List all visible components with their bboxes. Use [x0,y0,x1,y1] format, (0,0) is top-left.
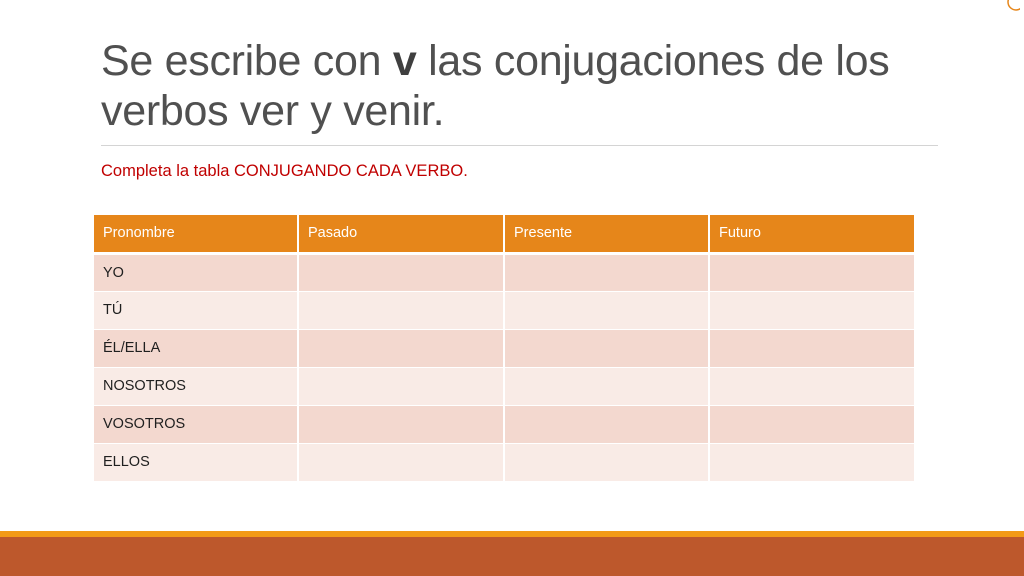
title-text-end: las conjugaciones de los verbos ver y ve… [101,37,890,135]
futuro-cell [708,329,916,368]
pasado-cell [297,291,505,330]
table-row: VOSOTROS [92,405,916,444]
table-row: TÚ [92,291,916,330]
header-futuro: Futuro [708,215,916,255]
futuro-cell [708,291,916,330]
table-row: ELLOS [92,443,916,482]
pasado-cell [297,329,505,368]
header-pronombre: Pronombre [92,215,299,255]
presente-cell [503,253,710,292]
table-row: ÉL/ELLA [92,329,916,368]
pasado-cell [297,253,505,292]
futuro-cell [708,253,916,292]
table-row: NOSOTROS [92,367,916,406]
pronoun-cell: ÉL/ELLA [92,329,299,368]
slide-title: Se escribe con v las conjugaciones de lo… [101,36,961,136]
pronoun-cell: ELLOS [92,443,299,482]
presente-cell [503,405,710,444]
presente-cell [503,329,710,368]
presente-cell [503,443,710,482]
pasado-cell [297,405,505,444]
pasado-cell [297,367,505,406]
futuro-cell [708,405,916,444]
table-row: YO [92,253,916,292]
futuro-cell [708,367,916,406]
conjugation-table: Pronombre Pasado Presente Futuro YO TÚ É… [92,215,916,482]
title-bold-letter: v [392,37,417,85]
title-text-start: Se escribe con [101,37,393,85]
pronoun-cell: TÚ [92,291,299,330]
presente-cell [503,367,710,406]
footer-bar [0,537,1024,576]
slide-subtitle: Completa la tabla CONJUGANDO CADA VERBO. [101,162,468,180]
corner-circle-mark [1007,0,1020,11]
presente-cell [503,291,710,330]
futuro-cell [708,443,916,482]
header-pasado: Pasado [297,215,505,255]
table-header-row: Pronombre Pasado Presente Futuro [92,215,916,255]
pronoun-cell: VOSOTROS [92,405,299,444]
pronoun-cell: YO [92,253,299,292]
footer-accent-line [0,531,1024,537]
title-divider [101,145,938,146]
pronoun-cell: NOSOTROS [92,367,299,406]
header-presente: Presente [503,215,710,255]
pasado-cell [297,443,505,482]
